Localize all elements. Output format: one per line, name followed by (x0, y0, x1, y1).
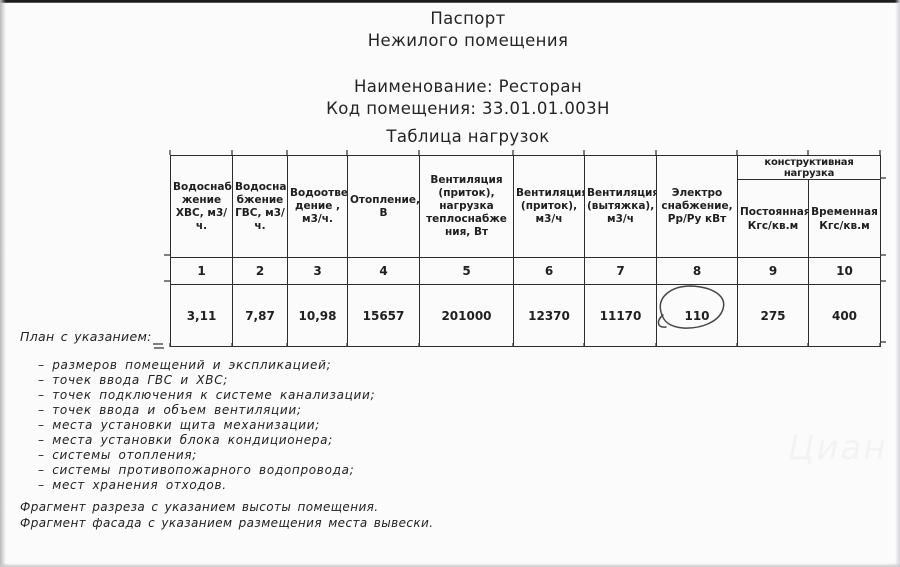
plan-list-item: – места установки блока кондиционера; (38, 433, 333, 447)
col-header-constant-load: Постоянная Кгс/кв.м (737, 179, 809, 258)
load-value-cell: 201000 (419, 284, 514, 347)
col-header-vent-supply: Вентиляция (приток), м3/ч (513, 155, 585, 258)
col-number-cell: 6 (513, 257, 585, 285)
load-value-cell: 12370 (513, 284, 585, 347)
load-value-cell: 7,87 (232, 284, 288, 347)
plan-list-item: – точек подключения к системе канализаци… (38, 388, 376, 402)
plan-list-item: – размеров помещений и экспликацией; (38, 358, 332, 372)
premises-name-line: Наименование: Ресторан (353, 77, 583, 96)
col-header-hvs: Водоснаб жение ХВС, м3/ч. (170, 155, 233, 258)
col-number-cell: 7 (584, 257, 657, 285)
loads-table: Водоснаб жение ХВС, м3/ч. Водосна бжение… (170, 155, 881, 347)
doc-title-line2: Нежилого помещения (367, 31, 569, 50)
col-number-cell: 9 (737, 257, 809, 285)
page-right-edge (895, 0, 900, 567)
table-number-row: 1 2 3 4 5 6 7 8 9 10 (170, 257, 881, 285)
premises-code-line: Код помещения: 33.01.01.003Н (326, 99, 610, 118)
plan-section-heading: План с указанием: (20, 329, 152, 344)
loads-table-title: Таблица нагрузок (386, 127, 550, 146)
col-header-vent-heat-load: Вентиляция (приток), нагрузка теплоснабж… (419, 155, 514, 258)
page-bottom-edge (0, 563, 900, 567)
load-value-cell: 400 (808, 284, 881, 347)
footer-note-section-fragment: Фрагмент разреза с указанием высоты поме… (20, 500, 379, 514)
plan-list-item: – системы противопожарного водопровода; (38, 463, 355, 477)
cian-watermark: Циан (788, 428, 888, 468)
col-header-electric: Электро снабжение, Рр/Ру кВт (656, 155, 738, 258)
table-header-row: Водоснаб жение ХВС, м3/ч. Водосна бжение… (170, 155, 881, 258)
plan-items-list: – размеров помещений и экспликацией; – т… (38, 358, 375, 493)
page-left-edge (0, 0, 6, 567)
footer-note-facade-fragment: Фрагмент фасада с указанием размещения м… (20, 515, 434, 530)
footer-notes: Фрагмент разреза с указанием высоты поме… (20, 500, 433, 531)
col-number-cell: 4 (347, 257, 420, 285)
plan-list-item: – места установки щита механизации; (38, 418, 321, 432)
col-header-vent-exhaust: Вентиляция (вытяжка), м3/ч (584, 155, 657, 258)
col-number-cell: 10 (808, 257, 881, 285)
plan-list-item: – точек ввода ГВС и ХВС; (38, 373, 229, 387)
col-header-temporary-load: Временная Кгс/кв.м (808, 179, 881, 258)
plan-list-item: – точек ввода и объем вентиляции; (38, 403, 302, 417)
col-number-cell: 2 (232, 257, 288, 285)
load-value-cell: 10,98 (287, 284, 348, 347)
col-number-cell: 1 (170, 257, 233, 285)
col-number-cell: 5 (419, 257, 514, 285)
load-value-cell-circled: 110 (656, 284, 738, 347)
load-value-cell: 15657 (347, 284, 420, 347)
load-value-cell: 11170 (584, 284, 657, 347)
table-subheader-row: Постоянная Кгс/кв.м Временная Кгс/кв.м (171, 179, 881, 258)
col-header-drainage: Водоотве дение , м3/ч. (287, 155, 348, 258)
table-value-row: 3,11 7,87 10,98 15657 201000 12370 11170… (170, 284, 881, 347)
col-header-gvs: Водосна бжение ГВС, м3/ч. (232, 155, 288, 258)
col-number-cell: 8 (656, 257, 738, 285)
page-top-edge (0, 0, 900, 3)
plan-list-item: – системы отопления; (38, 448, 198, 462)
doc-title-line1: Паспорт (430, 9, 506, 28)
col-number-cell: 3 (287, 257, 348, 285)
load-value-cell: 275 (737, 284, 809, 347)
plan-list-item: – мест хранения отходов. (38, 478, 227, 492)
load-value-cell: 3,11 (170, 284, 233, 347)
construct-load-group-header: конструктивная нагрузка (737, 155, 881, 180)
col-header-heating: Отопление, В (347, 155, 420, 258)
